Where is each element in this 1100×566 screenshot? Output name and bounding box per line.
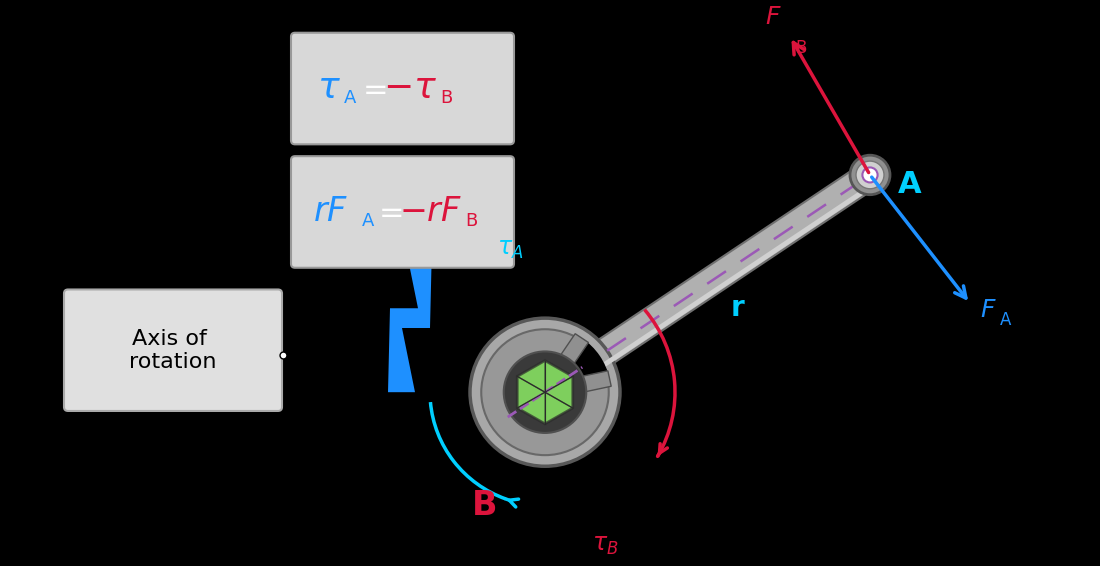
Text: A: A <box>1000 311 1011 329</box>
Polygon shape <box>388 244 432 392</box>
FancyBboxPatch shape <box>292 156 514 268</box>
Text: $\tau$: $\tau$ <box>317 71 341 105</box>
Polygon shape <box>574 181 877 386</box>
Polygon shape <box>517 376 544 408</box>
Text: $F$: $F$ <box>766 5 782 29</box>
Text: Axis of 
rotation: Axis of rotation <box>130 329 217 372</box>
Polygon shape <box>558 334 589 369</box>
Circle shape <box>470 318 620 466</box>
Wedge shape <box>544 338 609 392</box>
Text: $-rF$: $-rF$ <box>399 195 462 228</box>
Polygon shape <box>544 376 573 408</box>
Text: A: A <box>898 170 922 199</box>
Text: $F$: $F$ <box>980 298 997 323</box>
Text: $=$: $=$ <box>358 74 387 102</box>
Text: A: A <box>344 89 356 107</box>
Circle shape <box>856 161 884 189</box>
Circle shape <box>504 351 586 433</box>
Polygon shape <box>517 361 573 424</box>
FancyBboxPatch shape <box>292 33 514 144</box>
Polygon shape <box>544 361 573 392</box>
Polygon shape <box>576 371 612 393</box>
Text: B: B <box>440 89 452 107</box>
Polygon shape <box>517 361 544 392</box>
Circle shape <box>850 155 890 195</box>
Text: $=$: $=$ <box>373 197 404 226</box>
Text: B: B <box>465 212 477 230</box>
Text: $\tau_A$: $\tau_A$ <box>497 237 524 261</box>
Text: r: r <box>730 294 745 322</box>
Text: A: A <box>362 212 374 230</box>
Text: $-\tau$: $-\tau$ <box>383 71 437 105</box>
Circle shape <box>862 168 878 182</box>
Text: $rF$: $rF$ <box>314 195 349 228</box>
Circle shape <box>482 329 608 455</box>
Polygon shape <box>517 392 544 424</box>
Polygon shape <box>544 392 573 424</box>
Text: B: B <box>472 489 497 522</box>
Text: $\tau_B$: $\tau_B$ <box>592 533 618 558</box>
FancyBboxPatch shape <box>64 289 282 411</box>
Text: B: B <box>795 38 806 57</box>
Polygon shape <box>562 164 878 387</box>
